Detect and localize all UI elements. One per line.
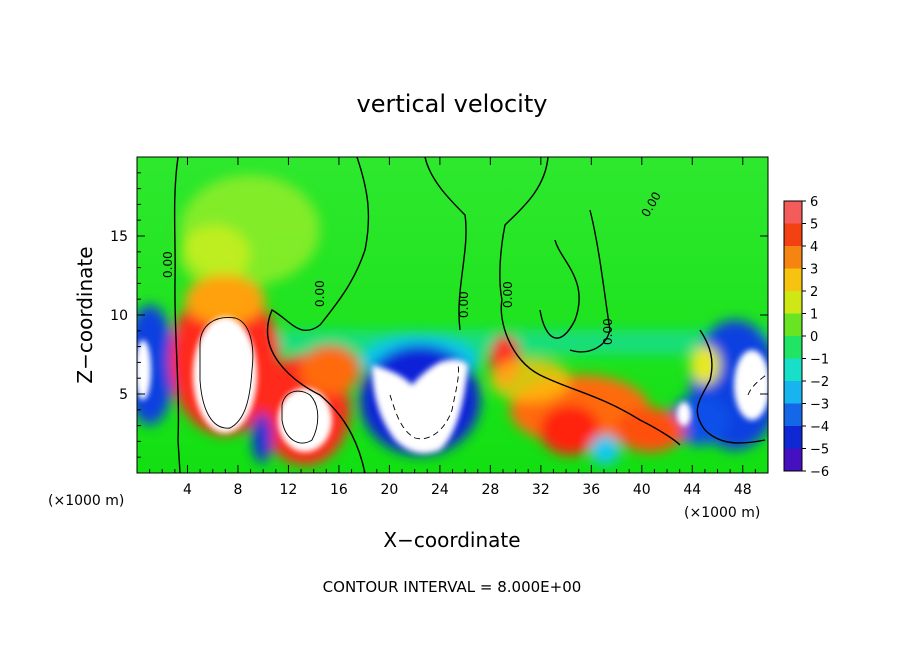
x-tick-label: 4 [183, 482, 192, 498]
x-tick-label: 36 [582, 482, 600, 498]
contour-label: 0.00 [313, 280, 327, 307]
y-tick-label: 5 [119, 387, 128, 403]
colorbar-swatch [784, 291, 802, 314]
x-tick-label: 28 [481, 482, 499, 498]
colorbar-tick-label: 4 [810, 240, 818, 255]
colorbar-tick-label: −5 [810, 443, 829, 458]
x-tick-label: 44 [683, 482, 701, 498]
colorbar-tick-label: 3 [810, 263, 818, 278]
colorbar-swatch [784, 381, 802, 404]
contour-label: 0.00 [161, 251, 175, 278]
x-tick-label: 16 [330, 482, 348, 498]
x-axis-label: X−coordinate [383, 528, 520, 552]
x-tick-label: 40 [633, 482, 651, 498]
colorbar-swatch [784, 426, 802, 449]
y-axis-label: Z−coordinate [73, 246, 97, 383]
x-axis-unit: (×1000 m) [48, 493, 124, 509]
colorbar-swatch [784, 223, 802, 247]
heatmap-field: 0.00 0.00 0.00 0.00 0.00 0.00 [137, 157, 768, 473]
y-axis-unit: (×1000 m) [684, 505, 760, 521]
chart-title: vertical velocity [357, 90, 548, 118]
colorbar-tick-label: −4 [810, 420, 829, 435]
x-tick-label: 48 [734, 482, 752, 498]
x-tick-label: 32 [532, 482, 550, 498]
x-tick-label: 24 [431, 482, 449, 498]
colorbar-tick-label: −2 [810, 375, 829, 390]
colorbar-tick-label: 0 [810, 330, 818, 345]
colorbar-swatch [784, 448, 802, 472]
colorbar-tick-label: −1 [810, 353, 829, 368]
colorbar-swatch [784, 201, 802, 224]
contour-interval-text: CONTOUR INTERVAL = 8.000E+00 [323, 578, 582, 596]
y-tick-label: 15 [110, 229, 128, 245]
colorbar-swatch [784, 336, 802, 359]
colorbar-swatch [784, 358, 802, 382]
colorbar-swatch [784, 313, 802, 337]
colorbar-tick-label: 5 [810, 218, 818, 233]
colorbar: 6 5 4 3 2 1 0 −1 −2 −3 −4 −5 −6 [783, 195, 829, 480]
colorbar-swatch [784, 403, 802, 427]
colorbar-swatch [784, 268, 802, 292]
contour-label: 0.00 [501, 281, 515, 308]
colorbar-tick-label: −6 [810, 465, 829, 480]
colorbar-tick-label: −3 [810, 398, 829, 413]
x-axis: 4 8 12 16 20 24 28 32 36 40 44 48 [149, 157, 756, 498]
contour-label: 0.00 [601, 318, 615, 345]
colorbar-tick-label: 2 [810, 285, 818, 300]
x-tick-label: 12 [280, 482, 298, 498]
contour-label: 0.00 [457, 291, 471, 318]
x-tick-label: 8 [233, 482, 242, 498]
x-tick-label: 20 [380, 482, 398, 498]
colorbar-tick-label: 1 [810, 308, 818, 323]
colorbar-swatch [784, 246, 802, 269]
y-tick-label: 10 [110, 308, 128, 324]
y-axis: 5 10 15 [110, 172, 768, 458]
colorbar-tick-label: 6 [810, 195, 818, 210]
